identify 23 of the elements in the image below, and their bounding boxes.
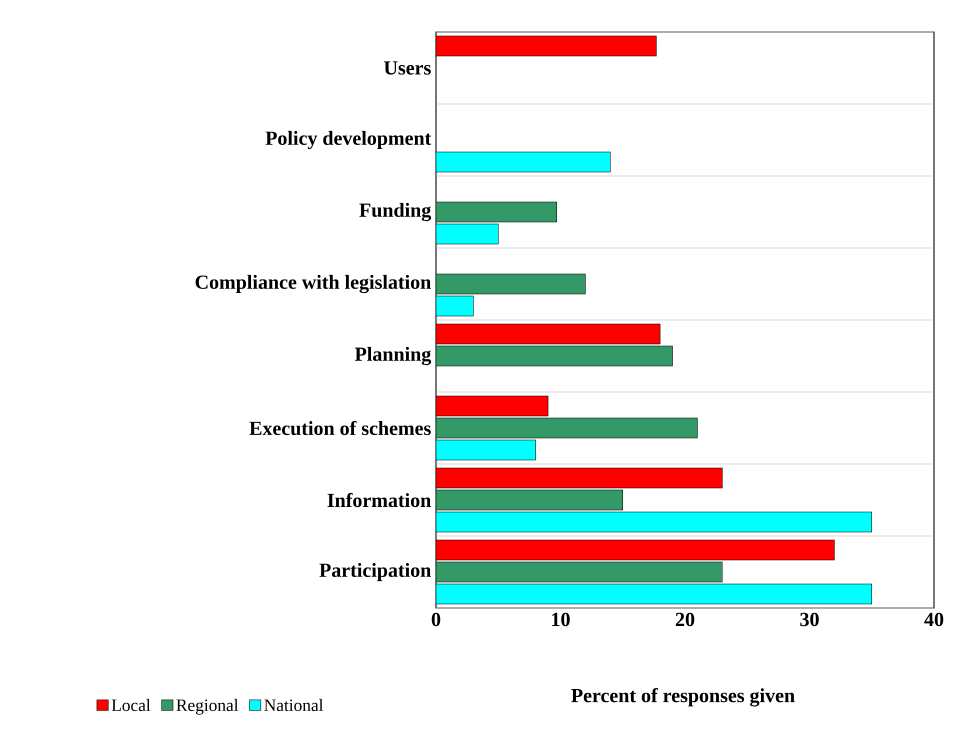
legend-label: National (264, 698, 324, 712)
x-tick-label: 10 (552, 612, 570, 626)
y-tick-label: Policy development (266, 130, 432, 150)
bar (436, 562, 723, 582)
y-tick-label: Information (328, 492, 431, 508)
bar (436, 418, 698, 438)
y-tick-label: Participation (319, 562, 431, 582)
bar (436, 274, 586, 294)
legend-label: Local (112, 698, 150, 712)
x-tick-label: 40 (924, 612, 944, 626)
x-tick-label: 20 (676, 612, 694, 626)
y-tick-label: Planning (354, 346, 432, 366)
bar (436, 202, 558, 222)
legend-label: Regional (176, 698, 238, 715)
x-tick-label: 30 (800, 612, 819, 626)
y-tick-label: Users (384, 61, 431, 75)
bar (436, 346, 673, 366)
y-tick-label: Funding (359, 202, 432, 222)
y-tick-label: Compliance with legislation (196, 274, 431, 294)
x-tick-label: 0 (432, 612, 440, 626)
y-tick-label: Execution of schemes (249, 420, 431, 436)
x-axis-title: Percent of responses given (571, 688, 795, 707)
bar (436, 490, 624, 510)
